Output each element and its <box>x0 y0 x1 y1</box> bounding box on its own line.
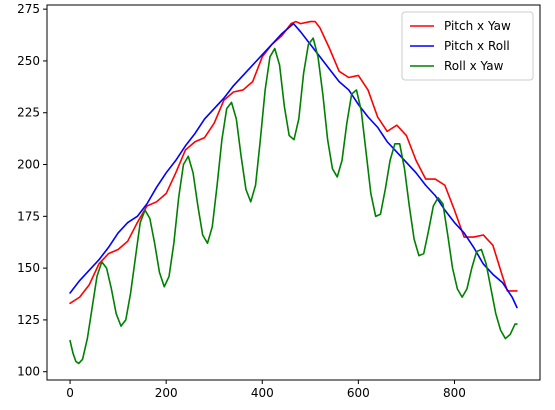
legend-label-pitch-x-roll: Pitch x Roll <box>444 39 510 53</box>
y-tick-label: 100 <box>17 365 40 379</box>
plot-frame <box>46 4 541 381</box>
y-tick-label: 200 <box>17 158 40 172</box>
x-tick-label: 400 <box>251 386 274 400</box>
legend-box <box>401 11 534 81</box>
series-line-pitch-x-roll <box>69 22 518 309</box>
legend-label-roll-x-yaw: Roll x Yaw <box>444 59 504 73</box>
series-line-pitch-x-yaw <box>69 20 518 305</box>
y-tick-label: 125 <box>17 313 40 327</box>
x-tick-label: 200 <box>155 386 178 400</box>
y-tick-label: 225 <box>17 106 40 120</box>
x-tick-label: 0 <box>66 386 74 400</box>
series-line-roll-x-yaw <box>69 37 518 365</box>
series-layer <box>69 20 518 365</box>
y-tick-label: 150 <box>17 261 40 275</box>
y-tick-label: 275 <box>17 2 40 16</box>
legend-label-pitch-x-yaw: Pitch x Yaw <box>444 19 511 33</box>
x-tick-label: 600 <box>347 386 370 400</box>
y-tick-label: 175 <box>17 209 40 223</box>
legend: Pitch x Yaw Pitch x Roll Roll x Yaw <box>401 11 534 81</box>
x-tick-label: 800 <box>443 386 466 400</box>
y-tick-label: 250 <box>17 54 40 68</box>
ticks-layer: 0 200 400 600 800 100 125 150 175 200 225 250 275 <box>17 2 466 400</box>
